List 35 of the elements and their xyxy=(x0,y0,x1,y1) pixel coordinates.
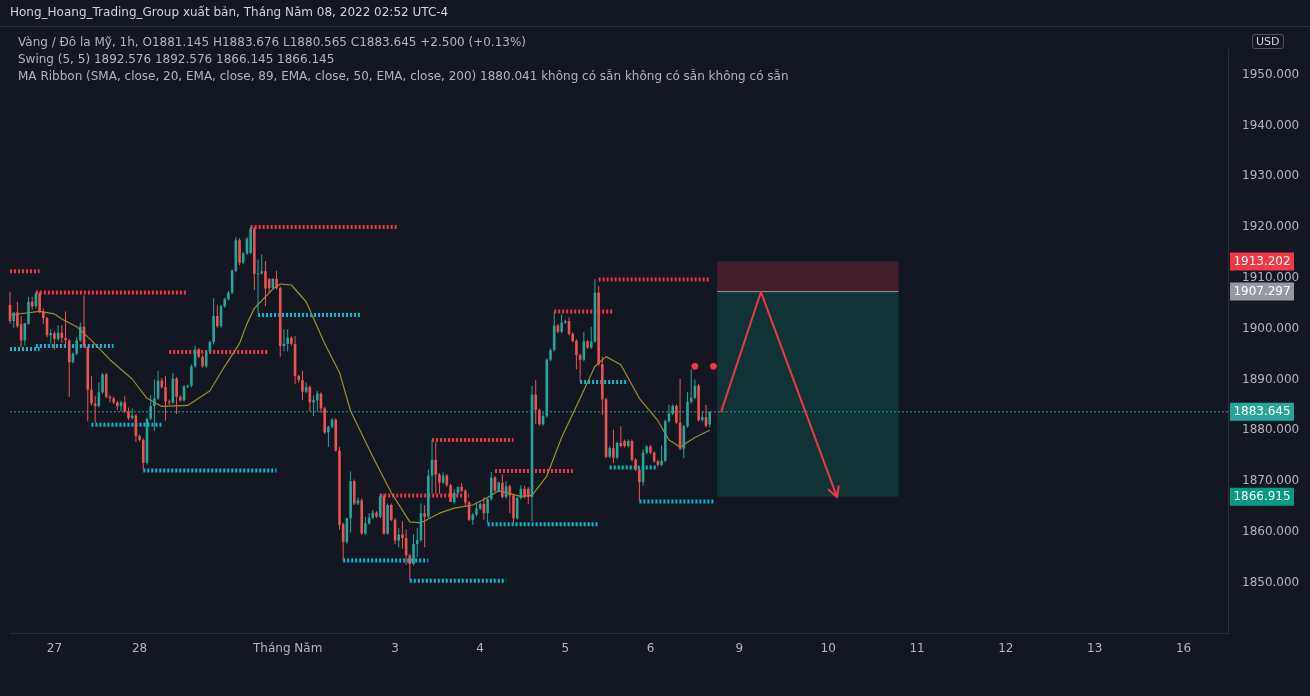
x-tick-label: 5 xyxy=(561,640,570,655)
x-tick-label: Tháng Năm xyxy=(251,640,323,655)
y-tick-label: 1900.000 xyxy=(1242,320,1300,335)
annotation: MA Ribbon (SMA, close, 20, EMA, close, 89, EMA, close, 50, EMA, close, 200) 1880.041 không có sẵn không có sẵn không có sẵn xyxy=(18,68,789,85)
x-tick-label: 27 xyxy=(46,640,63,655)
chart-subtitle: Vàng / Đô la Mỹ, 1h, O1881.145 H1883.676 L1880.565 C1883.645 +2.500 (+0.13%) xyxy=(18,34,528,51)
y-tick-label: 1850.000 xyxy=(1242,574,1300,589)
x-tick-label: 4 xyxy=(476,640,484,655)
x-tick-label: 3 xyxy=(391,640,399,655)
y-tick-label: 1860.000 xyxy=(1242,524,1300,539)
x-tick-label: 10 xyxy=(820,640,836,655)
x-tick-label: 13 xyxy=(1087,640,1103,655)
y-tick-label: 1870.000 xyxy=(1242,473,1300,488)
y-tick-label: 1890.000 xyxy=(1242,371,1300,386)
text: 1907.297 xyxy=(1233,283,1291,298)
y-tick-label: 1930.000 xyxy=(1242,168,1300,183)
x-tick-label: 12 xyxy=(998,640,1014,655)
ref-line-label: 1883.645 xyxy=(1233,403,1291,418)
y-tick-label: 1910.000 xyxy=(1242,270,1300,284)
text: 1866.915 xyxy=(1233,488,1291,503)
x-tick-label: 9 xyxy=(735,640,744,655)
annotation: Swing (5, 5) 1892.576 1892.576 1866.145 1866.145 xyxy=(18,51,336,68)
x-tick-label: 6 xyxy=(646,640,655,655)
y-tick-label: 1940.000 xyxy=(1242,117,1300,132)
text: USD xyxy=(1252,34,1284,49)
y-tick-label: 1950.000 xyxy=(1242,66,1300,81)
chart-title: Hong_Hoang_Trading_Group xuất bản, Tháng Năm 08, 2022 02:52 UTC-4 xyxy=(10,5,449,19)
candlestick xyxy=(401,521,404,549)
x-tick-label: 11 xyxy=(909,640,925,655)
text: 1913.202 xyxy=(1233,253,1291,268)
candlestick xyxy=(423,505,426,548)
y-tick-label: 1880.000 xyxy=(1242,422,1300,437)
x-tick-label: 28 xyxy=(131,640,148,655)
y-tick-label: 1920.000 xyxy=(1242,219,1300,234)
x-tick-label: 16 xyxy=(1175,640,1192,655)
